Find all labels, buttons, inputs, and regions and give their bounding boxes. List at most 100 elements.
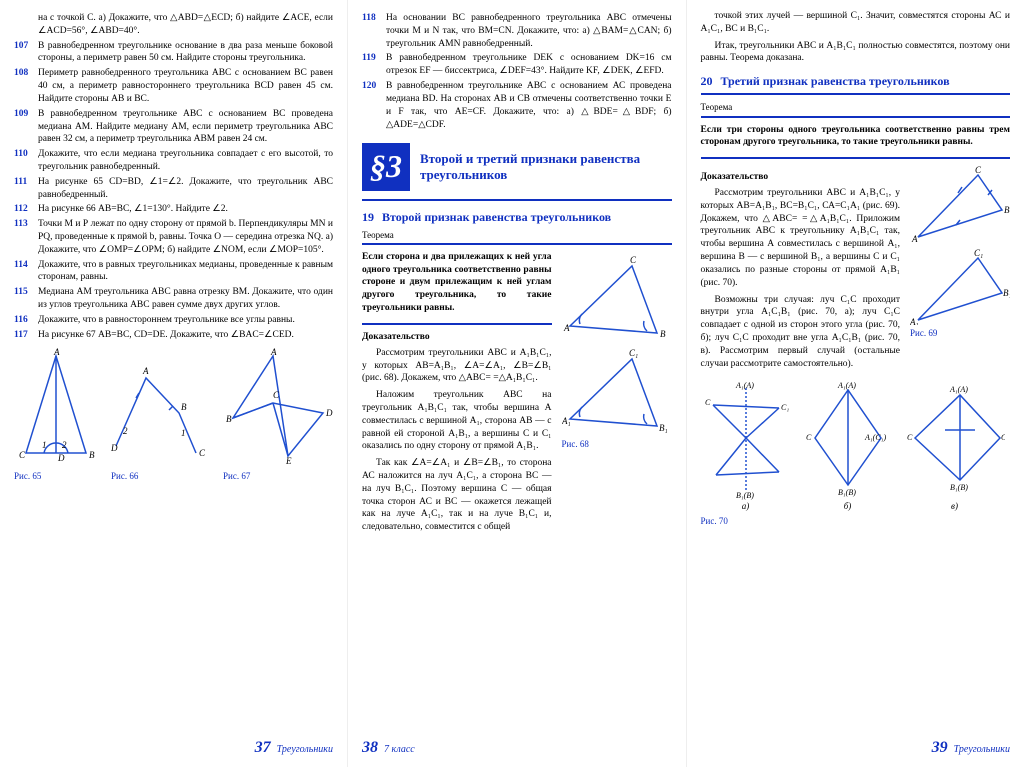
svg-text:C: C: [705, 398, 711, 407]
problem-num: [14, 12, 38, 38]
section-num-value: 3: [386, 148, 402, 184]
problem-num: 118: [362, 12, 386, 50]
figure-65: ABDC12 Рис. 65: [14, 348, 99, 482]
proof-para: Наложим треугольник АВС на треугольник А…: [362, 389, 552, 453]
proof-para: Возможны три случая: луч С₁С проходит вн…: [701, 294, 901, 371]
section-header: §3 Второй и третий признаки равенства тр…: [362, 143, 672, 190]
svg-text:C: C: [630, 255, 637, 265]
proof-label: Доказательство: [701, 171, 901, 184]
svg-text:C₁: C₁: [629, 348, 638, 358]
figure-68: ABCA₁B₁C₁ Рис. 68: [562, 251, 672, 538]
page-number: 39: [932, 737, 948, 759]
svg-text:B: B: [660, 329, 666, 339]
problem-num: 117: [14, 329, 38, 342]
problem-text: Докажите, что в равностороннем треугольн…: [38, 314, 333, 327]
svg-text:B₁(B): B₁(B): [950, 483, 968, 492]
page-spread: на с точкой С. а) Докажите, что △ABD=△EC…: [0, 0, 1024, 767]
problem-text: Докажите, что если медиана треугольника …: [38, 148, 333, 174]
problem-text: на с точкой С. а) Докажите, что △ABD=△EC…: [38, 12, 333, 38]
svg-text:B₁: B₁: [659, 423, 668, 433]
svg-text:A₁(A): A₁(A): [837, 381, 856, 390]
figure-70c: C C₁ A₁(A) B₁(B) в): [905, 380, 1005, 512]
page-number: 37: [255, 737, 271, 759]
svg-text:1: 1: [42, 440, 47, 450]
subsection-header: 20 Третий признак равенства треугольнико…: [701, 73, 1011, 89]
intro-para: Итак, треугольники АВС и А₁В₁С₁ полность…: [701, 40, 1011, 66]
figure-70b: A₁(A)CA₁(C₁)B₁(B) б): [803, 380, 893, 512]
svg-text:D: D: [111, 443, 118, 453]
problem-text: В равнобедренном треугольнике основание …: [38, 40, 333, 66]
divider: [362, 199, 672, 201]
problem-text: Периметр равнобедренного треугольника АВ…: [38, 67, 333, 105]
svg-text:C₁: C₁: [781, 403, 789, 412]
svg-text:A: A: [142, 366, 149, 376]
svg-text:A₁(C₁): A₁(C₁): [864, 433, 886, 442]
fig-label: Рис. 67: [223, 470, 333, 482]
problem-text: На рисунке 65 CD=BD, ∠1=∠2. Докажите, чт…: [38, 176, 333, 202]
svg-text:A: A: [270, 348, 277, 357]
svg-text:C: C: [907, 433, 913, 442]
problem-num: 111: [14, 176, 38, 202]
figure-70a: A₁(A)C₁CB₁(B) а): [701, 380, 791, 512]
problems-list: 118На основании ВС равнобедренного треуг…: [362, 12, 672, 131]
figure-67: ABCDE Рис. 67: [223, 348, 333, 482]
subfig-label: в): [905, 500, 1005, 512]
subsection-num: 19: [362, 209, 374, 225]
figure-69: ABCA₁B₁C₁ Рис. 69: [910, 165, 1010, 374]
fig-label: Рис. 65: [14, 470, 99, 482]
problem-num: 115: [14, 286, 38, 312]
svg-text:1: 1: [181, 428, 186, 438]
svg-text:2: 2: [62, 440, 67, 450]
problem-text: На основании ВС равнобедренного треуголь…: [386, 12, 672, 50]
svg-text:B: B: [226, 414, 232, 424]
subsection-title: Третий признак равенства треугольников: [721, 73, 950, 89]
svg-text:C: C: [19, 450, 26, 460]
svg-text:A: A: [911, 234, 918, 244]
fig-label: Рис. 66: [111, 470, 211, 482]
svg-text:C: C: [199, 448, 206, 458]
problem-num: 110: [14, 148, 38, 174]
subsection-num: 20: [701, 73, 713, 89]
problem-num: 116: [14, 314, 38, 327]
page-38: 118На основании ВС равнобедренного треуг…: [348, 0, 687, 767]
svg-text:B₁(B): B₁(B): [736, 491, 754, 500]
section-number: §3: [362, 143, 410, 190]
svg-text:C₁: C₁: [974, 248, 983, 258]
figure-70-row: A₁(A) C₁ C B₁(B) а) A₁(A) C A₁(C₁) B₁(B) б) C C…: [701, 380, 1011, 512]
proof-para: Рассмотрим треугольники АВС и А₁В₁С₁, у …: [701, 187, 901, 290]
page-number: 38: [362, 737, 378, 759]
figure-66: ABCD21 Рис. 66: [111, 348, 211, 482]
problem-text: В равнобедренном треугольнике АВС с осно…: [386, 80, 672, 131]
svg-text:A₁: A₁: [562, 416, 571, 426]
subsection-header: 19 Второй признак равенства треугольнико…: [362, 209, 672, 225]
problem-num: 120: [362, 80, 386, 131]
page-37: на с точкой С. а) Докажите, что △ABD=△EC…: [0, 0, 348, 767]
footer-text: Треугольники: [277, 743, 333, 757]
problem-num: 109: [14, 108, 38, 146]
theorem-label: Теорема: [362, 229, 672, 241]
problem-text: Докажите, что в равных треугольниках мед…: [38, 259, 333, 285]
subsection-title: Второй признак равенства треугольников: [382, 209, 611, 225]
subfig-label: а): [701, 500, 791, 512]
theorem-text: Если сторона и два прилежащих к ней угла…: [362, 251, 552, 315]
problem-text: Медиана АМ треугольника АВС равна отрезк…: [38, 286, 333, 312]
proof-label: Доказательство: [362, 331, 552, 344]
svg-text:C: C: [273, 390, 280, 400]
intro-para: точкой этих лучей — вершиной С₁. Значит,…: [701, 10, 1011, 36]
svg-text:A₁: A₁: [910, 317, 919, 325]
divider: [362, 243, 672, 245]
svg-text:D: D: [57, 453, 65, 463]
page-footer: 39 Треугольники: [932, 737, 1010, 759]
problem-num: 113: [14, 218, 38, 256]
problem-text: В равнобедренном треугольнике DEK с осно…: [386, 52, 672, 78]
svg-text:C₁: C₁: [1001, 433, 1005, 442]
problem-text: Точки М и Р лежат по одну сторону от пря…: [38, 218, 333, 256]
problem-text: На рисунке 67 AB=BC, CD=DE. Докажите, чт…: [38, 329, 333, 342]
proof-para: Так как ∠А=∠А₁ и ∠В=∠В₁, то сторона АС н…: [362, 457, 552, 534]
subfig-label: б): [803, 500, 893, 512]
problem-num: 112: [14, 203, 38, 216]
svg-text:A₁(A): A₁(A): [949, 385, 968, 394]
svg-text:B₁: B₁: [1003, 288, 1010, 298]
svg-text:B₁(B): B₁(B): [838, 488, 856, 497]
svg-text:C: C: [975, 165, 982, 175]
